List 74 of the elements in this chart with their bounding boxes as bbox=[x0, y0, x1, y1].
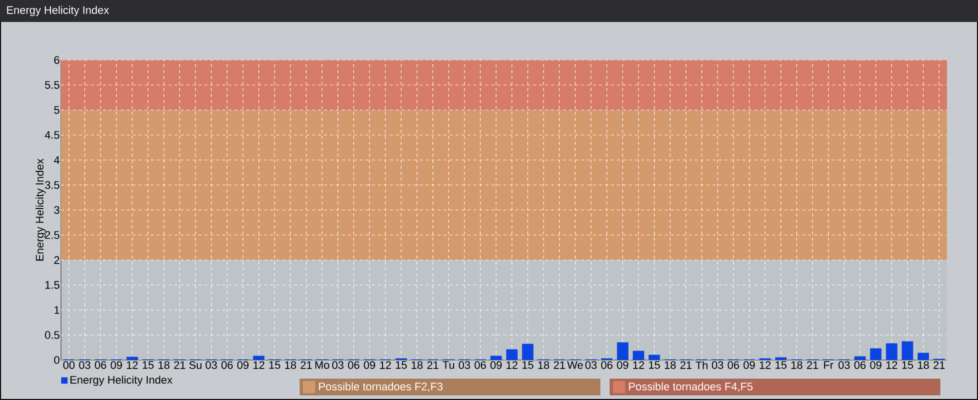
x-tick-label: Fr bbox=[824, 361, 834, 369]
x-tick-label: 18 bbox=[918, 361, 929, 369]
x-tick-label: 21 bbox=[427, 361, 438, 369]
x-tick-label: 18 bbox=[791, 361, 802, 369]
x-tick-label: 21 bbox=[554, 361, 565, 369]
x-tick-label: 09 bbox=[870, 361, 882, 369]
legend-label: Possible tornadoes F2,F3 bbox=[319, 382, 443, 392]
x-tick-label: Tu bbox=[442, 361, 454, 369]
x-tick-label: 09 bbox=[237, 361, 249, 369]
x-tick-label: 06 bbox=[854, 361, 866, 369]
x-tick-label: 03 bbox=[712, 361, 724, 369]
x-tick-label: 21 bbox=[300, 361, 312, 369]
x-tick-label: 09 bbox=[744, 361, 755, 369]
x-tick-label: 12 bbox=[760, 361, 771, 369]
x-tick-label: 15 bbox=[396, 361, 407, 369]
x-tick-label: 09 bbox=[490, 361, 502, 369]
x-tick-label: 21 bbox=[680, 361, 692, 369]
x-tick-label: 12 bbox=[506, 361, 518, 369]
x-tick-label: 00 bbox=[63, 361, 75, 369]
x-tick-label: 09 bbox=[110, 361, 122, 369]
chart-title: Energy Helicity Index bbox=[7, 6, 109, 16]
x-tick-label: 15 bbox=[522, 361, 534, 369]
y-tick-label: 2.5 bbox=[45, 231, 60, 239]
x-tick-label: 15 bbox=[269, 361, 280, 369]
x-tick-label: 12 bbox=[633, 361, 644, 369]
x-tick-label: 03 bbox=[838, 361, 850, 369]
x-tick-label: 03 bbox=[585, 361, 597, 369]
x-tick-label: 06 bbox=[221, 361, 233, 369]
y-tick-label: 5 bbox=[54, 106, 60, 114]
x-tick-label: 21 bbox=[934, 361, 945, 369]
y-tick-label: 0.5 bbox=[44, 331, 60, 339]
x-tick-label: 12 bbox=[886, 361, 898, 369]
legend-label: Possible tornadoes F4,F5 bbox=[629, 382, 753, 392]
x-tick-label: 18 bbox=[412, 361, 423, 369]
x-tick-label: 06 bbox=[728, 361, 740, 369]
x-tick-label: 09 bbox=[364, 361, 376, 369]
x-tick-label: 12 bbox=[380, 361, 391, 369]
x-tick-label: 06 bbox=[94, 361, 106, 369]
x-tick-label: 12 bbox=[254, 361, 264, 369]
x-tick-label: 21 bbox=[806, 361, 818, 369]
x-tick-label: 15 bbox=[902, 361, 914, 369]
y-tick-label: 4.5 bbox=[44, 131, 60, 139]
y-tick-label: 2 bbox=[54, 256, 60, 264]
x-tick-label: Mo bbox=[315, 361, 330, 369]
y-tick-label: 3 bbox=[54, 206, 60, 214]
y-tick-label: 4 bbox=[54, 156, 60, 164]
y-tick-label: 1 bbox=[54, 306, 60, 314]
x-tick-label: 18 bbox=[538, 361, 550, 369]
x-tick-label: 03 bbox=[206, 361, 217, 369]
y-tick-label: 6 bbox=[54, 56, 60, 64]
y-tick-label: 0 bbox=[54, 356, 60, 364]
x-tick-label: 18 bbox=[664, 361, 676, 369]
x-tick-label: We bbox=[567, 361, 583, 369]
y-tick-label: 3.5 bbox=[44, 181, 60, 189]
y-axis-title: Energy Helicity Index bbox=[36, 158, 46, 261]
x-tick-label: Su bbox=[189, 361, 202, 369]
x-tick-label: 06 bbox=[601, 361, 612, 369]
y-tick-label: 5.5 bbox=[45, 81, 60, 89]
x-tick-label: Th bbox=[696, 361, 708, 370]
x-tick-label: 18 bbox=[285, 361, 296, 369]
x-tick-label: 03 bbox=[458, 361, 470, 369]
x-tick-label: 15 bbox=[776, 361, 787, 369]
x-tick-label: 03 bbox=[332, 361, 344, 369]
x-tick-label: 12 bbox=[126, 361, 138, 369]
x-tick-label: 18 bbox=[158, 361, 170, 369]
y-tick-label: 1.5 bbox=[45, 281, 60, 289]
x-tick-label: 15 bbox=[649, 361, 660, 369]
x-tick-label: 06 bbox=[348, 361, 360, 369]
x-tick-label: 06 bbox=[474, 361, 486, 369]
x-tick-label: 09 bbox=[617, 361, 628, 369]
legend-label: Energy Helicity Index bbox=[70, 376, 172, 386]
x-tick-label: 21 bbox=[174, 361, 186, 369]
x-tick-label: 03 bbox=[79, 361, 90, 369]
x-tick-label: 15 bbox=[142, 361, 154, 369]
